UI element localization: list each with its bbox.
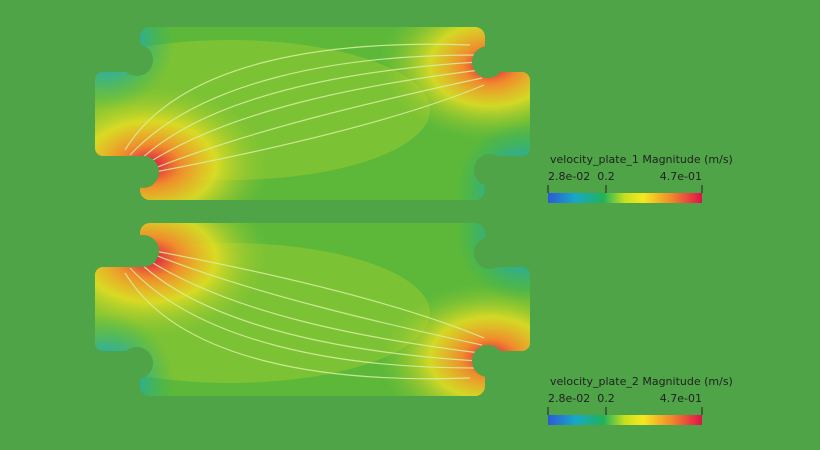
color-bar (548, 193, 702, 203)
legend-title: velocity_plate_2 Magnitude (m/s) (550, 375, 733, 388)
tick-label: 0.2 (597, 170, 615, 183)
color-bar (548, 415, 702, 425)
plate-1 (95, 27, 530, 200)
tick-label: 4.7e-01 (660, 170, 702, 183)
tick-label: 2.8e-02 (548, 392, 590, 405)
plate-2 (95, 223, 530, 396)
tick-label: 2.8e-02 (548, 170, 590, 183)
tick-label: 0.2 (597, 392, 615, 405)
legend-title: velocity_plate_1 Magnitude (m/s) (550, 153, 733, 166)
tick-label: 4.7e-01 (660, 392, 702, 405)
